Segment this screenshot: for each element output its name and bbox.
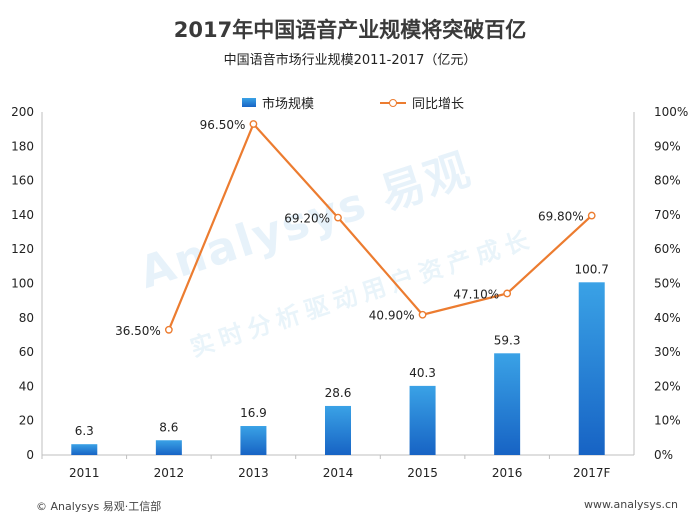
x-tick-label: 2011	[69, 466, 100, 480]
growth-point	[164, 325, 173, 334]
y-tick-label-left: 180	[11, 139, 34, 153]
bar-value-label: 8.6	[159, 420, 178, 434]
chart-title: 2017年中国语音产业规模将突破百亿	[173, 18, 527, 42]
bar	[494, 353, 521, 455]
y-tick-label-right: 90%	[654, 139, 681, 153]
bar-value-label: 28.6	[325, 386, 352, 400]
bar	[325, 405, 351, 455]
y-tick-label-left: 60	[19, 345, 34, 359]
y-tick-label-right: 20%	[654, 379, 681, 393]
bar	[155, 440, 182, 455]
y-tick-label-left: 140	[11, 208, 34, 222]
y-tick-label-right: 70%	[654, 208, 681, 222]
x-tick-label: 2014	[323, 466, 354, 480]
y-tick-label-right: 10%	[654, 414, 681, 428]
bar-swatch-icon	[242, 98, 256, 107]
y-tick-label-right: 0%	[654, 448, 673, 462]
footer-website: www.analysys.cn	[584, 498, 678, 511]
chart-subtitle: 中国语音市场行业规模2011-2017（亿元）	[223, 53, 477, 68]
growth-value-label: 69.80%	[538, 210, 584, 224]
growth-point	[418, 310, 427, 319]
growth-value-label: 47.10%	[453, 287, 499, 301]
growth-point	[587, 211, 596, 220]
bar-value-label: 6.3	[75, 424, 94, 438]
y-tick-label-left: 40	[19, 379, 34, 393]
y-tick-label-right: 60%	[654, 242, 681, 256]
y-tick-label-left: 0	[26, 448, 34, 462]
growth-value-label: 40.90%	[369, 309, 415, 323]
y-tick-label-right: 40%	[654, 311, 681, 325]
growth-value-label: 69.20%	[284, 212, 330, 226]
y-tick-label-left: 20	[19, 414, 34, 428]
bar	[240, 426, 267, 455]
legend-item-bar: 市场规模	[242, 93, 314, 112]
legend-label-bar: 市场规模	[262, 97, 315, 112]
growth-point	[249, 120, 258, 128]
bar	[71, 444, 98, 455]
line-swatch-icon	[380, 98, 406, 108]
bar-value-label: 59.3	[494, 333, 521, 347]
x-tick-label: 2016	[492, 466, 523, 480]
footer-copyright: © Analysys 易观·工信部	[36, 500, 162, 513]
growth-point	[334, 213, 342, 222]
bar	[578, 282, 605, 455]
growth-value-label: 96.50%	[200, 118, 246, 132]
bar-value-label: 40.3	[409, 366, 436, 380]
y-tick-label-right: 50%	[654, 277, 681, 291]
growth-point	[503, 289, 512, 298]
y-tick-label-right: 30%	[654, 345, 681, 359]
bar-value-label: 100.7	[575, 262, 609, 276]
growth-value-label: 36.50%	[115, 324, 161, 338]
x-tick-label: 2017F	[573, 466, 611, 480]
bar	[409, 385, 436, 455]
legend-item-line: 同比增长	[380, 93, 464, 112]
y-tick-label-right: 80%	[654, 174, 681, 188]
bar-value-label: 16.9	[240, 406, 267, 420]
legend: 市场规模 同比增长	[0, 93, 700, 112]
growth-line	[167, 121, 593, 331]
y-tick-label-right: 100%	[654, 105, 688, 119]
x-tick-label: 2013	[238, 466, 269, 480]
y-tick-label-left: 200	[11, 105, 34, 119]
y-tick-label-left: 100	[11, 277, 34, 291]
y-tick-label-left: 160	[11, 174, 34, 188]
y-tick-label-left: 80	[19, 311, 34, 325]
x-tick-label: 2012	[154, 466, 185, 480]
y-tick-label-left: 120	[11, 242, 34, 256]
x-tick-label: 2015	[407, 466, 438, 480]
legend-label-line: 同比增长	[412, 97, 465, 112]
